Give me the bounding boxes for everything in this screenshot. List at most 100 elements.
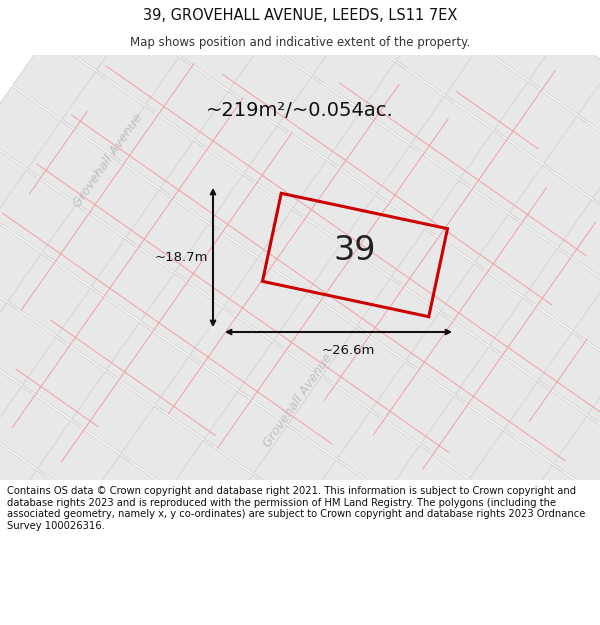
Polygon shape — [436, 480, 528, 569]
Polygon shape — [578, 67, 600, 156]
Text: ~18.7m: ~18.7m — [155, 251, 208, 264]
Polygon shape — [426, 180, 518, 269]
Polygon shape — [209, 175, 302, 264]
Text: ~219m²/~0.054ac.: ~219m²/~0.054ac. — [206, 101, 394, 119]
Polygon shape — [180, 8, 272, 97]
Text: Contains OS data © Crown copyright and database right 2021. This information is : Contains OS data © Crown copyright and d… — [7, 486, 586, 531]
Polygon shape — [328, 111, 420, 200]
Polygon shape — [131, 0, 223, 62]
Polygon shape — [357, 278, 449, 367]
Polygon shape — [455, 348, 548, 436]
Polygon shape — [140, 273, 233, 362]
Polygon shape — [475, 214, 567, 303]
Polygon shape — [352, 494, 444, 584]
Polygon shape — [480, 0, 572, 87]
Polygon shape — [121, 406, 213, 495]
Polygon shape — [170, 441, 262, 529]
Polygon shape — [0, 352, 31, 441]
Polygon shape — [254, 426, 346, 514]
Polygon shape — [43, 204, 134, 293]
Polygon shape — [37, 421, 130, 509]
Polygon shape — [288, 377, 380, 466]
Polygon shape — [28, 121, 120, 210]
Text: 39: 39 — [334, 234, 376, 266]
Polygon shape — [539, 332, 600, 421]
Polygon shape — [559, 200, 600, 289]
Polygon shape — [23, 338, 115, 426]
Polygon shape — [313, 28, 405, 116]
Polygon shape — [440, 264, 533, 352]
Polygon shape — [406, 312, 499, 402]
Polygon shape — [0, 269, 17, 358]
Polygon shape — [244, 126, 336, 215]
Polygon shape — [175, 224, 268, 313]
Polygon shape — [0, 485, 12, 574]
Polygon shape — [0, 170, 85, 259]
Polygon shape — [0, 303, 66, 392]
Polygon shape — [490, 298, 582, 387]
Polygon shape — [371, 362, 464, 451]
Polygon shape — [239, 342, 331, 431]
Polygon shape — [205, 391, 297, 480]
Polygon shape — [155, 357, 248, 446]
Polygon shape — [524, 249, 600, 338]
Polygon shape — [397, 13, 488, 102]
Polygon shape — [77, 156, 169, 244]
Polygon shape — [8, 254, 100, 343]
Polygon shape — [263, 0, 356, 82]
Polygon shape — [3, 470, 95, 559]
Polygon shape — [470, 431, 562, 519]
Polygon shape — [0, 436, 46, 524]
Polygon shape — [391, 229, 484, 318]
Polygon shape — [13, 38, 105, 126]
Polygon shape — [136, 490, 228, 579]
Polygon shape — [573, 283, 600, 372]
Polygon shape — [386, 446, 479, 534]
Polygon shape — [554, 416, 600, 505]
Polygon shape — [160, 141, 253, 229]
Polygon shape — [0, 219, 51, 308]
Polygon shape — [278, 77, 371, 166]
Polygon shape — [411, 96, 503, 185]
Text: ~26.6m: ~26.6m — [322, 344, 375, 357]
Polygon shape — [0, 87, 71, 176]
Polygon shape — [347, 0, 439, 68]
Polygon shape — [323, 328, 415, 416]
Polygon shape — [92, 239, 184, 328]
Polygon shape — [308, 244, 400, 332]
Polygon shape — [72, 372, 164, 461]
Polygon shape — [303, 460, 395, 549]
Polygon shape — [588, 367, 600, 456]
Polygon shape — [421, 396, 513, 485]
Polygon shape — [544, 116, 600, 205]
Polygon shape — [593, 151, 600, 239]
Polygon shape — [460, 131, 553, 220]
Polygon shape — [97, 22, 189, 111]
Polygon shape — [445, 48, 538, 136]
Polygon shape — [0, 136, 37, 224]
Text: Map shows position and indicative extent of the property.: Map shows position and indicative extent… — [130, 36, 470, 49]
Polygon shape — [0, 386, 80, 475]
Polygon shape — [519, 465, 600, 554]
Polygon shape — [220, 475, 311, 564]
Polygon shape — [274, 293, 365, 382]
Polygon shape — [190, 308, 282, 397]
Polygon shape — [86, 455, 179, 544]
Polygon shape — [229, 42, 322, 131]
Polygon shape — [509, 166, 600, 254]
Polygon shape — [195, 91, 287, 181]
Text: Grovehall Avenue: Grovehall Avenue — [261, 351, 335, 449]
Polygon shape — [259, 209, 351, 298]
Polygon shape — [106, 322, 199, 411]
Polygon shape — [146, 57, 238, 146]
Text: 39, GROVEHALL AVENUE, LEEDS, LS11 7EX: 39, GROVEHALL AVENUE, LEEDS, LS11 7EX — [143, 8, 457, 23]
Polygon shape — [62, 72, 154, 161]
Polygon shape — [431, 0, 523, 52]
Polygon shape — [337, 411, 430, 500]
Polygon shape — [224, 259, 316, 348]
Polygon shape — [111, 106, 203, 195]
Polygon shape — [57, 288, 149, 377]
Polygon shape — [529, 32, 600, 121]
Polygon shape — [214, 0, 307, 48]
Polygon shape — [293, 161, 385, 249]
